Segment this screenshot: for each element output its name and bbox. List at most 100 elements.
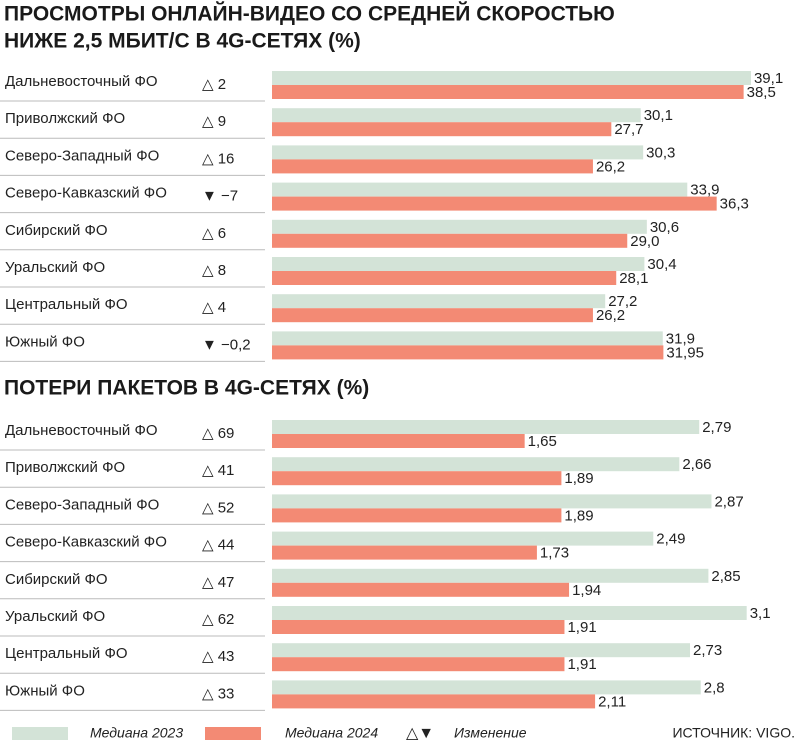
bar bbox=[272, 582, 570, 597]
bar bbox=[272, 531, 654, 546]
change-label: △ 52 bbox=[202, 499, 234, 516]
legend-swatch bbox=[205, 727, 261, 740]
category-label: Северо-Кавказский ФО bbox=[5, 185, 167, 202]
bar bbox=[272, 108, 641, 123]
value-label: 2,79 bbox=[702, 419, 731, 436]
bar bbox=[272, 434, 525, 448]
bar bbox=[272, 219, 647, 234]
change-label: △ 33 bbox=[202, 685, 234, 702]
legend-label: Изменение bbox=[454, 725, 527, 741]
bar bbox=[272, 159, 593, 174]
category-label: Дальневосточный ФО bbox=[5, 73, 158, 90]
value-label: 39,1 bbox=[754, 70, 783, 87]
bar bbox=[272, 271, 617, 285]
category-label: Уральский ФО bbox=[5, 608, 105, 625]
value-label: 1,65 bbox=[528, 433, 557, 450]
legend-symbol: △▼ bbox=[406, 725, 434, 742]
value-label: 31,95 bbox=[666, 344, 704, 361]
change-label: ▼ −7 bbox=[202, 188, 238, 205]
chart-title: ПРОСМОТРЫ ОНЛАЙН-ВИДЕО СО СРЕДНЕЙ СКОРОС… bbox=[4, 2, 615, 26]
value-label: 30,4 bbox=[647, 256, 676, 273]
value-label: 28,1 bbox=[619, 270, 648, 287]
chart-title: НИЖЕ 2,5 МБИТ/С В 4G-СЕТЯХ (%) bbox=[4, 30, 361, 53]
category-label: Уральский ФО bbox=[5, 259, 105, 276]
value-label: 2,8 bbox=[704, 679, 725, 696]
change-label: △ 47 bbox=[202, 574, 234, 591]
bar bbox=[272, 694, 596, 709]
value-label: 38,5 bbox=[747, 84, 776, 101]
change-label: △ 43 bbox=[202, 648, 234, 665]
change-label: △ 6 bbox=[202, 225, 226, 242]
value-label: 2,66 bbox=[682, 456, 711, 473]
category-label: Северо-Западный ФО bbox=[5, 496, 159, 513]
change-label: △ 41 bbox=[202, 462, 234, 479]
bar bbox=[272, 331, 663, 346]
source: ИСТОЧНИК: VIGO. bbox=[672, 725, 795, 741]
value-label: 1,91 bbox=[567, 619, 596, 636]
value-label: 2,85 bbox=[711, 568, 740, 585]
bar bbox=[272, 196, 717, 211]
value-label: 26,2 bbox=[596, 158, 625, 175]
value-label: 2,87 bbox=[714, 493, 743, 510]
legend-swatch bbox=[12, 727, 68, 740]
bar bbox=[272, 182, 688, 197]
change-label: △ 62 bbox=[202, 611, 234, 628]
bar bbox=[272, 494, 712, 509]
change-label: △ 16 bbox=[202, 150, 234, 167]
change-label: △ 44 bbox=[202, 537, 234, 554]
bar bbox=[272, 643, 691, 658]
value-label: 30,3 bbox=[646, 144, 675, 161]
value-label: 2,49 bbox=[656, 531, 685, 548]
bar bbox=[272, 568, 709, 583]
category-label: Дальневосточный ФО bbox=[5, 422, 158, 439]
value-label: 2,73 bbox=[693, 642, 722, 659]
bar bbox=[272, 345, 664, 360]
change-label: △ 8 bbox=[202, 262, 226, 279]
value-label: 29,0 bbox=[630, 233, 659, 250]
value-label: 3,1 bbox=[750, 605, 771, 622]
value-label: 30,1 bbox=[644, 107, 673, 124]
bar bbox=[272, 257, 645, 271]
value-label: 1,91 bbox=[567, 656, 596, 673]
category-label: Центральный ФО bbox=[5, 645, 128, 662]
bar bbox=[272, 657, 565, 672]
bar bbox=[272, 620, 565, 634]
bar bbox=[272, 122, 612, 137]
category-label: Северо-Западный ФО bbox=[5, 147, 159, 164]
bar bbox=[272, 680, 701, 695]
category-label: Приволжский ФО bbox=[5, 459, 125, 476]
category-label: Южный ФО bbox=[5, 333, 85, 350]
category-label: Приволжский ФО bbox=[5, 110, 125, 127]
bar bbox=[272, 233, 628, 248]
bar bbox=[272, 471, 562, 486]
bar bbox=[272, 420, 700, 434]
value-label: 1,94 bbox=[572, 582, 601, 599]
bar bbox=[272, 71, 751, 85]
bar bbox=[272, 508, 562, 523]
bar bbox=[272, 545, 537, 560]
value-label: 30,6 bbox=[650, 219, 679, 236]
value-label: 27,2 bbox=[608, 293, 637, 310]
category-label: Сибирский ФО bbox=[5, 571, 108, 588]
value-label: 2,11 bbox=[598, 693, 626, 710]
change-label: △ 4 bbox=[202, 299, 226, 316]
category-label: Северо-Кавказский ФО bbox=[5, 534, 167, 551]
bar bbox=[272, 145, 644, 160]
category-label: Сибирский ФО bbox=[5, 222, 108, 239]
value-label: 26,2 bbox=[596, 307, 625, 324]
bar bbox=[272, 457, 680, 472]
value-label: 31,9 bbox=[666, 330, 695, 347]
change-label: △ 69 bbox=[202, 425, 234, 442]
value-label: 1,89 bbox=[564, 470, 593, 487]
bar bbox=[272, 606, 747, 620]
change-label: ▼ −0,2 bbox=[202, 336, 251, 353]
value-label: 1,89 bbox=[564, 507, 593, 524]
bar bbox=[272, 308, 593, 323]
category-label: Южный ФО bbox=[5, 682, 85, 699]
category-label: Центральный ФО bbox=[5, 296, 128, 313]
change-label: △ 2 bbox=[202, 76, 226, 93]
legend-label: Медиана 2023 bbox=[90, 725, 183, 741]
bar bbox=[272, 85, 744, 99]
chart-title: ПОТЕРИ ПАКЕТОВ В 4G-СЕТЯХ (%) bbox=[4, 377, 369, 400]
